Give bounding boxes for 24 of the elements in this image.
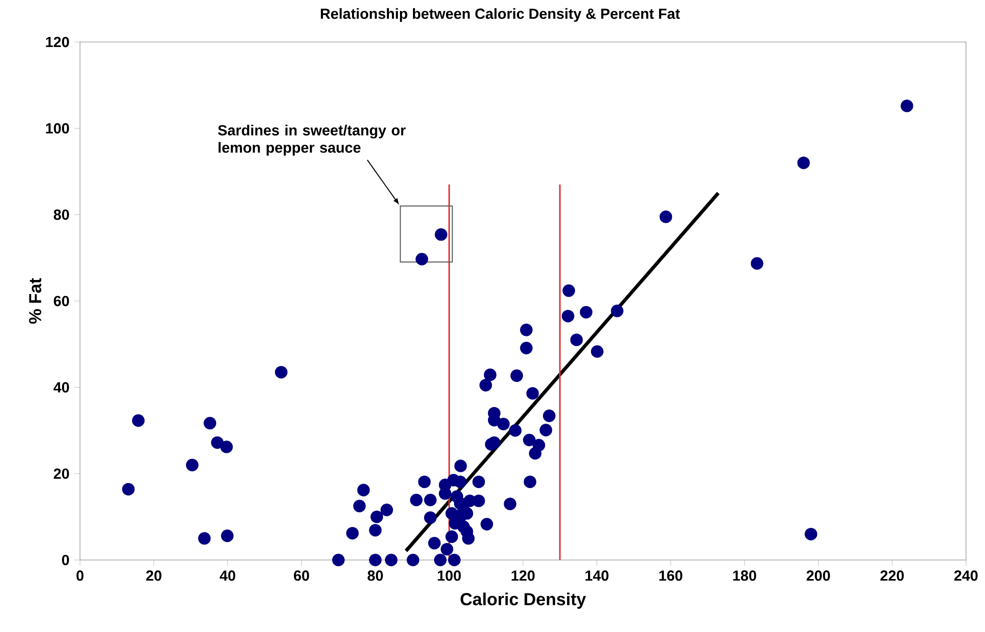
y-tick-label: 40 — [54, 382, 69, 393]
chart-title: Relationship between Caloric Density & Percent Fat — [320, 8, 680, 22]
y-tick-label: 0 — [62, 554, 69, 566]
annotation: Sardines in sweet/tangy or lemon pepper sauce — [218, 124, 406, 156]
x-tick-label: 0 — [76, 570, 84, 581]
x-tick-label: 220 — [880, 570, 904, 581]
x-tick-label: 80 — [368, 570, 383, 581]
x-tick-label: 60 — [294, 570, 310, 581]
y-axis-title: % Fat — [29, 278, 42, 324]
y-tick-label: 20 — [54, 468, 69, 479]
x-tick-label: 120 — [512, 570, 535, 581]
y-tick-label: 60 — [54, 296, 69, 306]
x-tick-label: 20 — [146, 570, 162, 581]
x-tick-label: 160 — [659, 570, 682, 581]
x-tick-label: 140 — [586, 570, 608, 581]
x-tick-label: 100 — [438, 570, 461, 581]
x-tick-label: 240 — [954, 570, 978, 581]
x-tick-label: 200 — [806, 570, 830, 581]
y-tick-label: 80 — [54, 209, 69, 220]
x-tick-label: 40 — [220, 570, 236, 581]
x-tick-label: 180 — [733, 570, 756, 581]
y-tick-label: 120 — [46, 36, 69, 48]
y-tick-label: 100 — [46, 123, 69, 134]
x-axis-title: Caloric Density — [460, 592, 586, 609]
